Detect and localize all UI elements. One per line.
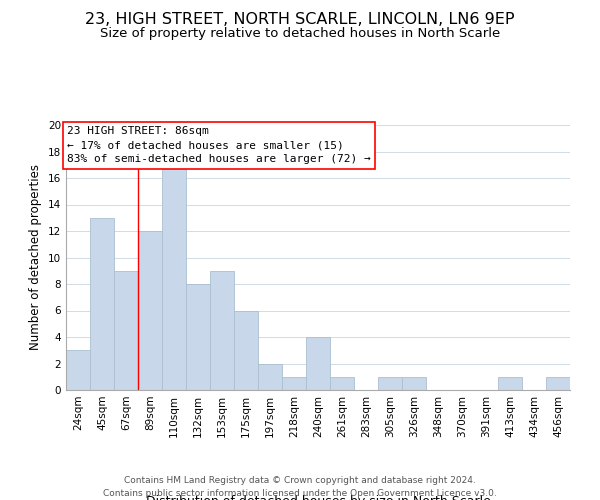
Text: 23, HIGH STREET, NORTH SCARLE, LINCOLN, LN6 9EP: 23, HIGH STREET, NORTH SCARLE, LINCOLN, …	[85, 12, 515, 28]
Text: 23 HIGH STREET: 86sqm
← 17% of detached houses are smaller (15)
83% of semi-deta: 23 HIGH STREET: 86sqm ← 17% of detached …	[67, 126, 371, 164]
Bar	[402, 377, 426, 390]
Bar	[546, 377, 570, 390]
Bar	[162, 165, 186, 390]
Bar	[282, 377, 306, 390]
Bar	[90, 218, 114, 390]
X-axis label: Distribution of detached houses by size in North Scarle: Distribution of detached houses by size …	[146, 496, 490, 500]
Bar	[234, 310, 258, 390]
Bar	[138, 231, 162, 390]
Bar	[378, 377, 402, 390]
Bar	[186, 284, 210, 390]
Text: Size of property relative to detached houses in North Scarle: Size of property relative to detached ho…	[100, 28, 500, 40]
Bar	[498, 377, 522, 390]
Text: Contains HM Land Registry data © Crown copyright and database right 2024.
Contai: Contains HM Land Registry data © Crown c…	[103, 476, 497, 498]
Bar	[306, 337, 330, 390]
Bar	[210, 271, 234, 390]
Y-axis label: Number of detached properties: Number of detached properties	[29, 164, 43, 350]
Bar	[66, 350, 90, 390]
Bar	[330, 377, 354, 390]
Bar	[114, 271, 138, 390]
Bar	[258, 364, 282, 390]
